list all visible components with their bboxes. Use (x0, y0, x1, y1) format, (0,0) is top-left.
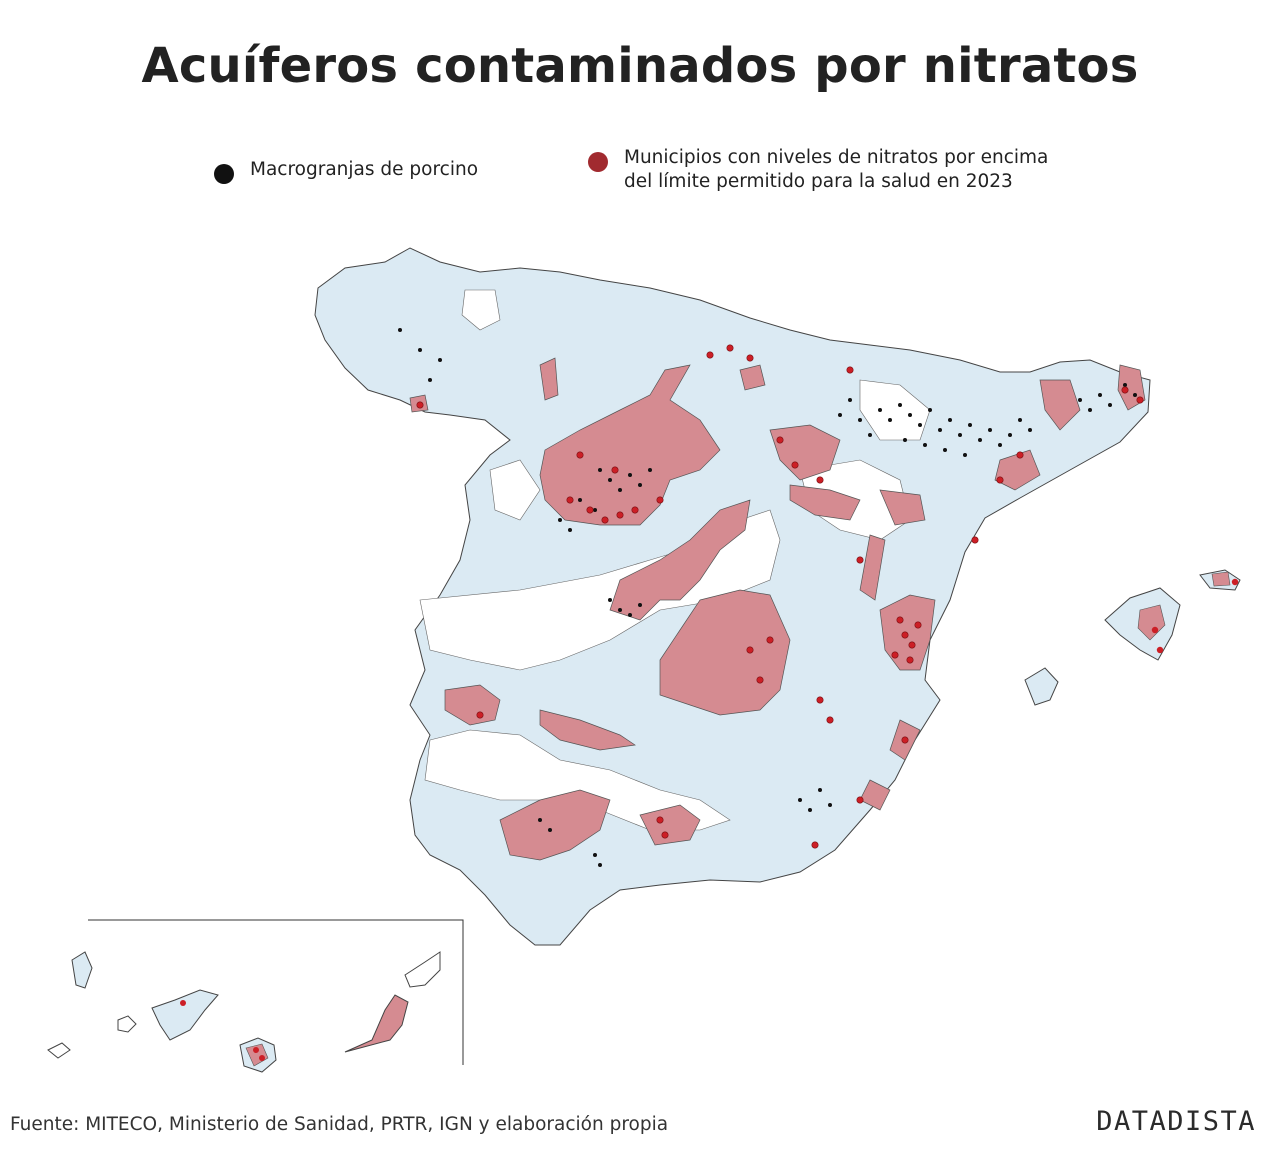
aquifer-lleida (994, 449, 1041, 491)
island-el-hierro (47, 1042, 71, 1059)
aquifer-catalonia (1039, 379, 1081, 431)
legend-item-pig-farms: Macrogranjas de porcino (214, 158, 478, 184)
aquifer-guadalquivir (499, 789, 611, 861)
aquifer-la-rioja (739, 364, 766, 391)
aquifer-granada (639, 804, 701, 846)
legend-label-pig-farms: Macrogranjas de porcino (250, 159, 479, 180)
aquifer-extremadura (444, 684, 501, 726)
legend-item-municipalities: Municipios con niveles de nitratos por e… (588, 146, 1048, 194)
municipality-legend-dot (588, 152, 608, 172)
non-aquifer-areas (419, 289, 931, 831)
contaminated-aquifers (409, 357, 1146, 861)
municipality-points (416, 344, 1144, 849)
island-la-gomera (117, 1015, 137, 1033)
aquifer-duero (539, 364, 721, 526)
aquifer-guadiana (539, 709, 636, 751)
aquifer-map (47, 247, 1241, 1073)
aquifer-la-mancha (659, 589, 791, 716)
aquifer-la-mancha-north (609, 499, 751, 621)
page-title: Acuíferos contaminados por nitratos (141, 38, 1139, 94)
aquifer-ebro-upper (769, 424, 841, 481)
aquifer-valencia-coast (859, 534, 886, 601)
pig-farm-points (398, 328, 1137, 867)
brand-logo: DATADISTA (1096, 1106, 1256, 1137)
aquifer-ebro-central (789, 484, 861, 521)
legend-label-municipalities-line1: Municipios con niveles de nitratos por e… (624, 147, 1049, 168)
aquifer-jucar (879, 594, 936, 671)
legend-label-municipalities-line2: del límite permitido para la salud en 20… (624, 171, 1013, 192)
canary-inset (47, 919, 464, 1073)
island-tenerife (151, 989, 219, 1041)
pig-farm-legend-dot (214, 164, 234, 184)
aquifer-duero-north (539, 357, 559, 401)
aquifer-teruel (879, 489, 926, 526)
source-note: Fuente: MITECO, Ministerio de Sanidad, P… (10, 1114, 669, 1135)
balearic-islands (1024, 569, 1241, 706)
island-la-palma (71, 951, 93, 989)
island-fuerteventura (344, 994, 409, 1053)
island-ibiza (1024, 667, 1059, 706)
aquifer-murcia (859, 779, 891, 811)
island-lanzarote (404, 951, 441, 988)
